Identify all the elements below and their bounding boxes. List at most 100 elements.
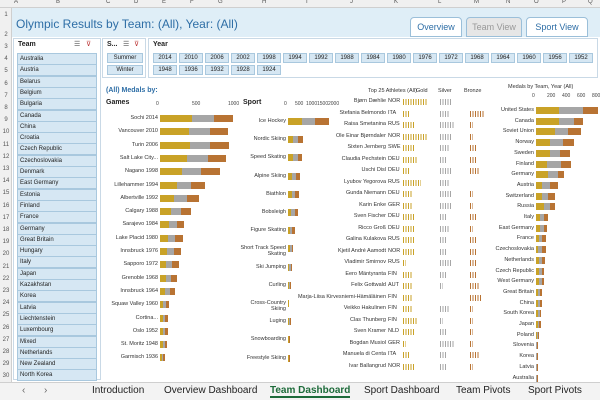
sport-bar[interactable] [288,154,303,162]
column-header-o[interactable]: O [534,0,539,5]
team-slicer-item[interactable]: Japan [17,267,97,280]
team-slicer-item[interactable]: Czech Republic [17,143,97,156]
games-bar[interactable] [160,287,176,295]
teams_chart-bar[interactable] [536,363,538,371]
year-slicer-item[interactable]: 1994 [283,53,307,63]
sport-bar[interactable] [288,263,292,271]
season-slicer-item[interactable]: Winter [107,65,143,75]
team-slicer-item[interactable]: Australia [17,53,97,65]
row-number[interactable]: 16 [2,202,10,209]
year-slicer-item[interactable]: 1980 [387,53,411,63]
row-number[interactable]: 12 [2,153,10,160]
teams_chart-bar[interactable] [536,224,548,232]
row-number[interactable]: 5 [4,68,8,75]
sport-bar[interactable] [288,190,299,198]
games-bar[interactable] [160,354,165,362]
teams_chart-bar[interactable] [536,331,539,339]
teams_chart-bar[interactable] [536,235,546,243]
year-slicer-item[interactable]: 2014 [153,53,177,63]
column-header-n[interactable]: N [506,0,511,5]
row-number[interactable]: 6 [4,80,8,87]
column-header-q[interactable]: Q [588,0,593,5]
team-slicer-item[interactable]: North Korea [17,369,97,382]
games-bar[interactable] [160,274,177,282]
sport-bar[interactable] [288,118,329,125]
sport-bar[interactable] [288,136,304,144]
year-slicer-item[interactable]: 1928 [231,65,255,75]
row-number[interactable]: 17 [2,214,10,221]
games-bar[interactable] [160,194,199,202]
teams_chart-bar[interactable] [536,192,555,200]
games-bar[interactable] [160,341,168,349]
row-number[interactable]: 11 [2,141,10,148]
column-header-l[interactable]: L [438,0,442,5]
row-number[interactable]: 9 [4,117,8,124]
team-slicer-item[interactable]: Belarus [17,75,97,88]
games-bar[interactable] [160,181,205,189]
year-slicer-item[interactable]: 1936 [179,65,203,75]
teams_chart-bar[interactable] [536,256,545,264]
row-number[interactable]: 14 [2,178,10,185]
sheet-tab[interactable]: Overview Dashboard [164,385,258,396]
team-slicer-item[interactable]: Bulgaria [17,98,97,111]
sport-bar[interactable] [288,354,290,362]
team-slicer-item[interactable]: Great Britain [17,233,97,246]
team-slicer-item[interactable]: Netherlands [17,346,97,359]
column-header-h[interactable]: H [262,0,267,5]
season-slicer-item[interactable]: Summer [107,53,143,63]
sheet-tab[interactable]: Sport Pivots [528,385,582,396]
team-slicer-item[interactable]: Czechoslovakia [17,154,97,167]
team-slicer-item[interactable]: East Germany [17,177,97,190]
team-slicer-item[interactable]: France [17,211,97,224]
row-number[interactable]: 28 [2,349,10,355]
teams_chart-bar[interactable] [536,267,545,275]
teams_chart-bar[interactable] [536,246,546,254]
row-number[interactable]: 25 [2,312,10,319]
multi-select-icon[interactable]: ☰ [74,41,81,48]
clear-filter-icon[interactable]: ⊽ [134,41,140,48]
sport-bar[interactable] [288,209,298,216]
row-number[interactable]: 24 [2,300,10,307]
column-header-a[interactable]: A [14,0,19,5]
teams_chart-bar[interactable] [536,299,542,307]
sport-bar[interactable] [288,336,290,344]
games-bar[interactable] [160,234,183,242]
games-bar[interactable] [160,128,229,136]
row-number[interactable]: 26 [2,324,10,331]
teams_chart-bar[interactable] [536,139,575,147]
games-bar[interactable] [160,314,169,322]
year-slicer-item[interactable]: 1960 [517,53,541,63]
column-header-g[interactable]: G [218,0,223,5]
row-number[interactable]: 19 [2,239,10,246]
year-slicer-item[interactable]: 1964 [491,53,515,63]
year-slicer-item[interactable]: 1988 [335,53,359,63]
team-slicer-item[interactable]: Estonia [17,188,97,201]
multi-select-icon[interactable]: ☰ [123,41,130,48]
team-slicer-item[interactable]: Finland [17,199,97,212]
games-bar[interactable] [160,301,169,309]
sport-bar[interactable] [288,300,289,307]
sport-bar[interactable] [288,245,294,253]
clear-filter-icon[interactable]: ⊽ [86,41,92,48]
team-slicer-item[interactable]: China [17,120,97,133]
year-slicer-item[interactable]: 1998 [257,53,281,63]
team-slicer-item[interactable]: Germany [17,222,97,235]
teams_chart-bar[interactable] [536,107,599,114]
year-slicer-item[interactable]: 1984 [361,53,385,63]
column-header-i[interactable]: I [306,0,308,5]
column-header-j[interactable]: J [350,0,353,5]
games-bar[interactable] [160,168,220,176]
games-bar[interactable] [160,261,179,269]
scroll-right-icon[interactable]: › [44,385,48,396]
team-slicer-item[interactable]: Liechtenstein [17,312,97,325]
teams_chart-bar[interactable] [536,149,570,157]
column-header-e[interactable]: E [162,0,167,5]
column-header-k[interactable]: K [394,0,399,5]
teams_chart-bar[interactable] [536,181,558,189]
team-slicer-item[interactable]: Luxembourg [17,324,97,337]
row-number[interactable]: 10 [2,129,10,136]
year-slicer-item[interactable]: 1952 [569,53,593,63]
sport-bar[interactable] [288,318,291,326]
teams_chart-bar[interactable] [536,310,542,318]
row-number[interactable]: 18 [2,227,10,233]
